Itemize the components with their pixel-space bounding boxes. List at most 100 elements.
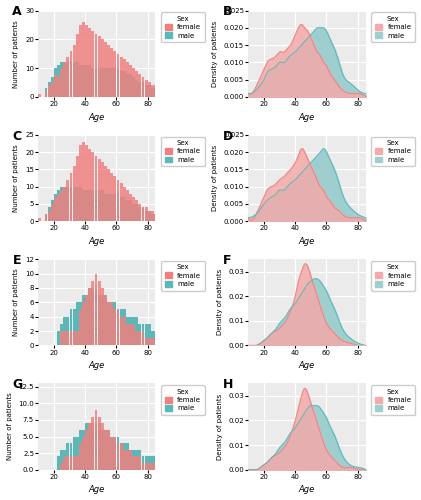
Bar <box>73 45 76 97</box>
Bar <box>139 324 141 345</box>
Bar <box>129 450 132 469</box>
Bar <box>101 162 104 221</box>
Bar <box>154 463 157 469</box>
Bar <box>145 338 147 345</box>
Bar <box>85 424 88 470</box>
Bar <box>139 331 141 345</box>
Bar <box>129 74 132 97</box>
Bar <box>141 208 144 221</box>
Bar <box>95 68 98 97</box>
Bar <box>141 331 144 345</box>
Bar <box>57 76 60 97</box>
Bar <box>57 194 60 221</box>
Bar <box>60 68 63 97</box>
Bar <box>123 443 125 469</box>
Legend: female, male: female, male <box>371 385 415 415</box>
Bar <box>141 82 144 97</box>
Bar <box>95 190 98 221</box>
Bar <box>135 80 138 97</box>
Legend: female, male: female, male <box>161 12 205 42</box>
Bar <box>148 211 151 221</box>
Bar <box>79 302 82 346</box>
Bar <box>148 324 151 345</box>
Bar <box>82 295 85 346</box>
Bar <box>141 76 144 97</box>
Bar <box>57 190 60 221</box>
Bar <box>157 214 160 221</box>
Bar <box>120 197 123 221</box>
Bar <box>73 456 76 469</box>
Bar <box>160 331 163 345</box>
Bar <box>95 274 98 345</box>
Bar <box>123 316 125 346</box>
Bar <box>120 443 123 469</box>
Bar <box>148 211 151 221</box>
Bar <box>123 71 125 97</box>
Bar <box>160 218 163 221</box>
Bar <box>85 295 88 346</box>
Bar <box>129 194 132 221</box>
Bar <box>117 180 120 221</box>
Bar <box>54 68 57 97</box>
Bar <box>110 302 113 346</box>
Bar <box>104 166 107 221</box>
Bar <box>117 310 120 346</box>
Bar <box>85 145 88 221</box>
Bar <box>145 80 147 97</box>
Bar <box>117 68 120 97</box>
Bar <box>145 324 147 345</box>
Bar <box>117 54 120 97</box>
Bar <box>76 186 79 221</box>
Bar <box>67 186 69 221</box>
Bar <box>67 316 69 346</box>
Bar <box>132 450 135 469</box>
Bar <box>101 424 104 470</box>
Bar <box>160 91 163 97</box>
Bar <box>135 450 138 469</box>
Bar <box>60 190 63 221</box>
Bar <box>48 208 51 221</box>
Bar <box>117 436 120 470</box>
Bar <box>85 295 88 346</box>
Bar <box>154 456 157 469</box>
Y-axis label: Density of patients: Density of patients <box>212 20 218 87</box>
Bar <box>98 159 101 221</box>
X-axis label: Age: Age <box>89 112 105 122</box>
Bar <box>67 456 69 469</box>
Bar <box>91 152 94 221</box>
Bar <box>160 218 163 221</box>
Bar <box>69 186 72 221</box>
Bar <box>91 30 94 97</box>
Bar <box>145 463 147 469</box>
Bar <box>126 190 129 221</box>
Bar <box>88 288 91 346</box>
Bar <box>157 331 160 345</box>
Bar <box>104 295 107 346</box>
Bar <box>91 424 94 470</box>
Bar <box>85 190 88 221</box>
Bar <box>48 82 51 97</box>
Bar <box>69 443 72 469</box>
Bar <box>91 288 94 346</box>
Bar <box>101 430 104 470</box>
Bar <box>101 40 104 97</box>
Bar <box>101 190 104 221</box>
Bar <box>98 424 101 470</box>
Bar <box>145 211 147 221</box>
Bar <box>76 34 79 97</box>
Text: B: B <box>222 6 232 18</box>
Y-axis label: Number of patients: Number of patients <box>13 20 19 87</box>
Bar <box>132 204 135 221</box>
Bar <box>67 443 69 469</box>
Bar <box>135 316 138 346</box>
Bar <box>69 51 72 97</box>
Text: D: D <box>222 130 233 142</box>
Bar <box>57 65 60 97</box>
Bar <box>110 436 113 470</box>
Bar <box>67 56 69 97</box>
Bar <box>151 463 154 469</box>
Bar <box>107 194 110 221</box>
Bar <box>38 218 41 221</box>
Bar <box>126 450 129 469</box>
Bar <box>117 310 120 346</box>
